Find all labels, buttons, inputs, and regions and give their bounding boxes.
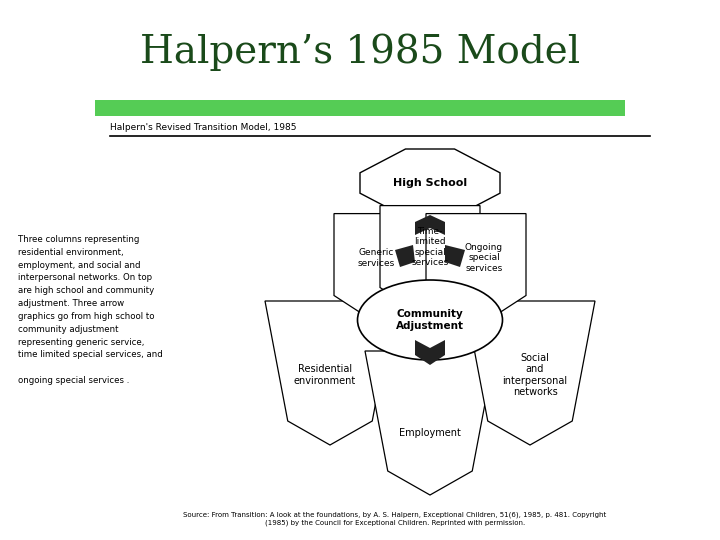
Polygon shape	[380, 206, 480, 320]
Text: Residential
environment: Residential environment	[294, 364, 356, 386]
Polygon shape	[445, 245, 465, 267]
Text: Three columns representing
residential environment,
employment, and social and
i: Three columns representing residential e…	[18, 235, 163, 385]
Text: Ongoing
special
services: Ongoing special services	[465, 243, 503, 273]
Text: Halpern's Revised Transition Model, 1985: Halpern's Revised Transition Model, 1985	[110, 124, 297, 132]
Polygon shape	[395, 245, 415, 267]
Text: Social
and
interpersonal
networks: Social and interpersonal networks	[503, 353, 567, 397]
Polygon shape	[465, 301, 595, 445]
Polygon shape	[365, 351, 495, 495]
Text: Halpern’s 1985 Model: Halpern’s 1985 Model	[140, 33, 580, 71]
Polygon shape	[334, 214, 434, 328]
Text: Time-
limited
special
services: Time- limited special services	[411, 227, 449, 267]
Text: Community
Adjustment: Community Adjustment	[396, 309, 464, 331]
Ellipse shape	[358, 280, 503, 360]
Polygon shape	[415, 340, 445, 365]
Polygon shape	[265, 301, 395, 445]
Polygon shape	[360, 149, 500, 217]
Text: Source: From Transition: A look at the foundations, by A. S. Halpern, Exceptiona: Source: From Transition: A look at the f…	[184, 511, 607, 526]
Text: High School: High School	[393, 178, 467, 188]
Text: Generic
services: Generic services	[357, 248, 395, 268]
Polygon shape	[426, 214, 526, 328]
Text: Employment: Employment	[399, 428, 461, 438]
Bar	[95, 100, 625, 116]
Polygon shape	[415, 215, 445, 235]
